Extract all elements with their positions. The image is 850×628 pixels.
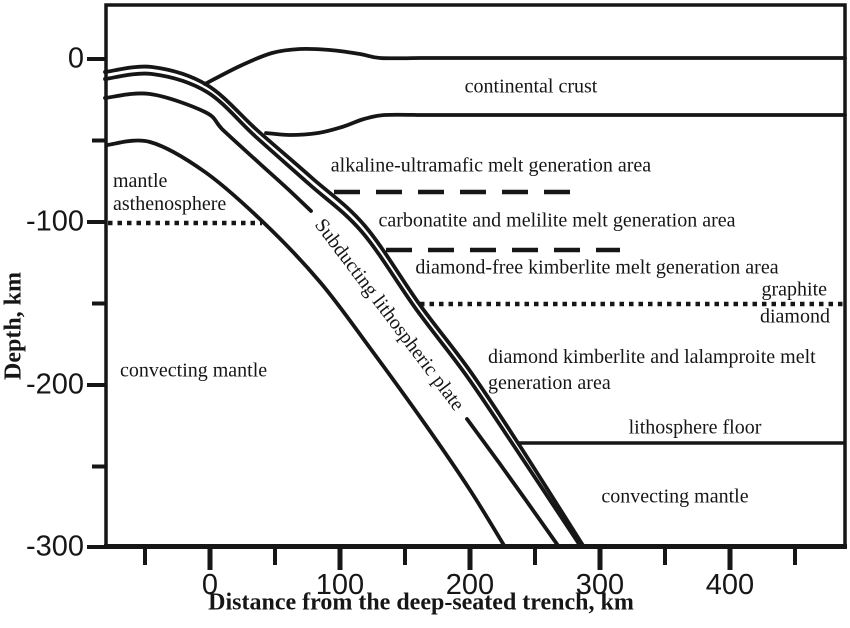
label-carbonatite-melilite-area: carbonatite and melilite melt generation… (378, 209, 736, 232)
subducting-plate-mid-line-lower-segment (465, 417, 561, 549)
y-tick-label-200: -200 (25, 368, 84, 401)
x-tick-label-0: 0 (201, 569, 219, 601)
label-convecting-mantle-right: convecting mantle (601, 485, 749, 508)
axis-ticks (87, 57, 797, 570)
label-graphite: graphite (761, 278, 827, 301)
y-tick-label-0: 0 (67, 42, 84, 75)
label-mantle-asthenosphere: mantle asthenosphere (113, 170, 227, 215)
x-tick-label-200: 200 (445, 569, 495, 601)
subducting-plate-top-inner-line (103, 71, 583, 549)
label-diamond-kimberlite-area: diamond kimberlite and lalamproite melt … (488, 346, 816, 394)
label-convecting-mantle-left: convecting mantle (120, 359, 268, 382)
continental-crust-surface-line (203, 46, 847, 86)
subducting-plate-top-line (103, 64, 586, 549)
label-lithosphere-floor: lithosphere floor (628, 416, 762, 439)
continental-crust-base-line (264, 112, 847, 137)
label-alkaline-ultramafic-area: alkaline-ultramafic melt generation area (330, 154, 652, 177)
label-diamond-free-kimberlite-area: diamond-free kimberlite melt generation … (415, 256, 779, 279)
y-tick-label-100: -100 (25, 205, 84, 238)
x-tick-label-400: 400 (705, 569, 755, 601)
x-axis-title: Distance from the deep-seated trench, km (208, 589, 634, 616)
label-diamond: diamond (760, 305, 830, 328)
subducting-plate-bottom-line (105, 138, 507, 549)
x-tick-label-100: 100 (315, 569, 365, 601)
y-tick-label-300: -300 (25, 530, 84, 563)
subducting-plate-mid-line-upper-segment (103, 91, 313, 213)
label-continental-crust: continental crust (464, 75, 598, 98)
x-tick-label-300: 300 (575, 569, 625, 601)
y-axis-title: Depth, km (0, 271, 27, 381)
